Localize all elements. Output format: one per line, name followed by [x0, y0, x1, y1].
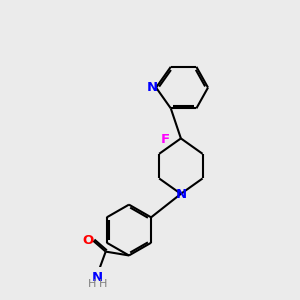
- Text: H: H: [99, 279, 108, 289]
- Text: O: O: [82, 233, 94, 247]
- Text: N: N: [147, 81, 158, 94]
- Text: N: N: [175, 188, 186, 201]
- Text: F: F: [161, 134, 170, 146]
- Text: H: H: [88, 279, 96, 289]
- Text: N: N: [92, 271, 103, 284]
